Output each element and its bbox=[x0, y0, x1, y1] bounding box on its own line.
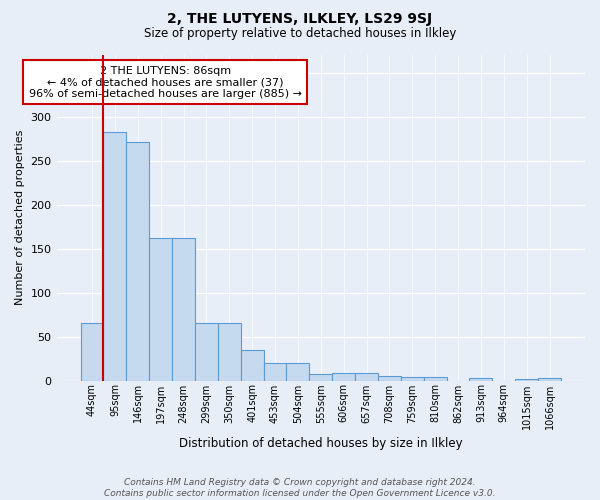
Bar bbox=[515, 379, 538, 380]
Text: 2 THE LUTYENS: 86sqm
← 4% of detached houses are smaller (37)
96% of semi-detach: 2 THE LUTYENS: 86sqm ← 4% of detached ho… bbox=[29, 66, 302, 99]
Bar bbox=[332, 372, 355, 380]
Bar bbox=[355, 372, 378, 380]
Bar bbox=[263, 363, 286, 380]
X-axis label: Distribution of detached houses by size in Ilkley: Distribution of detached houses by size … bbox=[179, 437, 463, 450]
Bar bbox=[103, 132, 127, 380]
Bar bbox=[378, 376, 401, 380]
Y-axis label: Number of detached properties: Number of detached properties bbox=[15, 130, 25, 306]
Bar bbox=[424, 377, 446, 380]
Bar bbox=[172, 238, 195, 380]
Text: Contains HM Land Registry data © Crown copyright and database right 2024.
Contai: Contains HM Land Registry data © Crown c… bbox=[104, 478, 496, 498]
Bar bbox=[241, 350, 263, 380]
Text: 2, THE LUTYENS, ILKLEY, LS29 9SJ: 2, THE LUTYENS, ILKLEY, LS29 9SJ bbox=[167, 12, 433, 26]
Bar bbox=[149, 238, 172, 380]
Bar bbox=[310, 374, 332, 380]
Bar bbox=[127, 142, 149, 380]
Bar bbox=[469, 378, 493, 380]
Bar bbox=[286, 363, 310, 380]
Bar bbox=[195, 324, 218, 380]
Bar bbox=[401, 377, 424, 380]
Bar bbox=[218, 324, 241, 380]
Bar bbox=[538, 378, 561, 380]
Bar bbox=[80, 324, 103, 380]
Text: Size of property relative to detached houses in Ilkley: Size of property relative to detached ho… bbox=[144, 28, 456, 40]
